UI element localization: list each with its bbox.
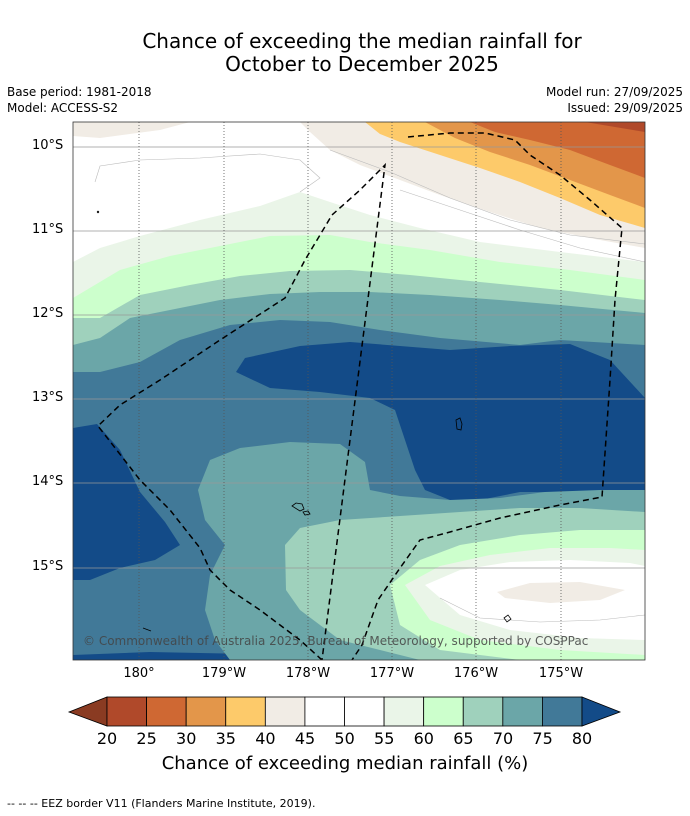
island-outline	[455, 417, 463, 431]
colorbar	[67, 696, 622, 727]
lon-label-179w: 179°W	[201, 666, 247, 681]
colorbar-cell	[423, 696, 464, 727]
meta-right: Model run: 27/09/2025 Issued: 29/09/2025	[546, 84, 683, 116]
patch-85-central	[236, 342, 645, 500]
contour-lines	[94, 149, 645, 623]
patch-85-left	[73, 424, 180, 580]
colorbar-tick: 40	[255, 729, 276, 748]
colorbar-cell	[383, 696, 425, 727]
lon-label-180: 180°	[123, 666, 155, 681]
colorbar-arrow-low	[67, 696, 108, 727]
lat-label-10s: 10°S	[32, 138, 64, 153]
islands	[96, 210, 512, 632]
issued-text: Issued: 29/09/2025	[567, 101, 683, 115]
colorbar-tick: 25	[136, 729, 157, 748]
colorbar-tick: 60	[413, 729, 434, 748]
meta-left: Base period: 1981-2018 Model: ACCESS-S2	[7, 84, 152, 116]
lat-label-15s: 15°S	[32, 559, 64, 574]
colorbar-tick: 55	[374, 729, 395, 748]
model-run-text: Model run: 27/09/2025	[545, 85, 683, 99]
copyright-notice: © Commonwealth of Australia 2025, Bureau…	[83, 634, 589, 648]
map-frame	[72, 121, 646, 661]
lat-label-12s: 12°S	[32, 306, 64, 321]
colorbar-cell	[304, 696, 345, 727]
colorbar-cell	[264, 696, 306, 727]
title-line-2: October to December 2025	[225, 52, 499, 76]
colorbar-arrow-high	[581, 696, 622, 727]
band-30	[470, 122, 645, 178]
patch-45-lower	[497, 582, 625, 603]
colorbar-cell	[462, 696, 504, 727]
band-25	[585, 122, 645, 132]
map-fill-layer	[73, 122, 645, 660]
colorbar-tick: 20	[96, 729, 118, 748]
lat-label-13s: 13°S	[32, 390, 64, 405]
colorbar-tick: 75	[532, 729, 553, 748]
map-title: Chance of exceeding the median rainfall …	[0, 30, 690, 76]
colorbar-tick: 30	[176, 729, 197, 748]
colorbar-cell	[146, 696, 187, 727]
colorbar-cells	[106, 696, 583, 727]
colorbar-tick: 45	[294, 729, 316, 748]
lon-label-176w: 176°W	[453, 666, 499, 681]
island-outline	[142, 627, 152, 632]
lat-label-14s: 14°S	[32, 474, 64, 489]
contour-line	[94, 153, 321, 193]
base-period-text: Base period: 1981-2018	[7, 85, 152, 99]
lat-gridlines	[73, 146, 645, 569]
model-text: Model: ACCESS-S2	[7, 101, 119, 115]
lon-label-177w: 177°W	[369, 666, 415, 681]
island-outline	[96, 210, 100, 214]
colorbar-tick: 70	[492, 729, 514, 748]
colorbar-tick: 35	[215, 729, 236, 748]
lat-label-11s: 11°S	[32, 222, 64, 237]
eez-border	[96, 132, 623, 660]
lon-label-175w: 175°W	[538, 666, 584, 681]
eez-footer-note: -- -- -- EEZ border V11 (Flanders Marine…	[7, 797, 316, 810]
colorbar-cell	[502, 696, 543, 727]
colorbar-tick: 65	[453, 729, 474, 748]
lon-label-178w: 178°W	[285, 666, 331, 681]
island-outline	[291, 502, 305, 512]
island-outline	[503, 614, 512, 623]
gridlines	[73, 122, 645, 660]
island-outline	[302, 510, 311, 516]
colorbar-cell	[225, 696, 266, 727]
colorbar-cell	[106, 696, 147, 727]
colorbar-label: Chance of exceeding median rainfall (%)	[161, 753, 529, 774]
colorbar-tick: 50	[334, 729, 355, 748]
colorbar-cell	[344, 696, 385, 727]
colorbar-tick: 80	[571, 729, 593, 748]
contour-line	[399, 189, 645, 263]
contour-line	[439, 597, 645, 623]
colorbar-cell	[185, 696, 227, 727]
colorbar-cell	[542, 696, 583, 727]
title-line-1: Chance of exceeding the median rainfall …	[142, 29, 582, 53]
contour-line	[329, 149, 645, 245]
